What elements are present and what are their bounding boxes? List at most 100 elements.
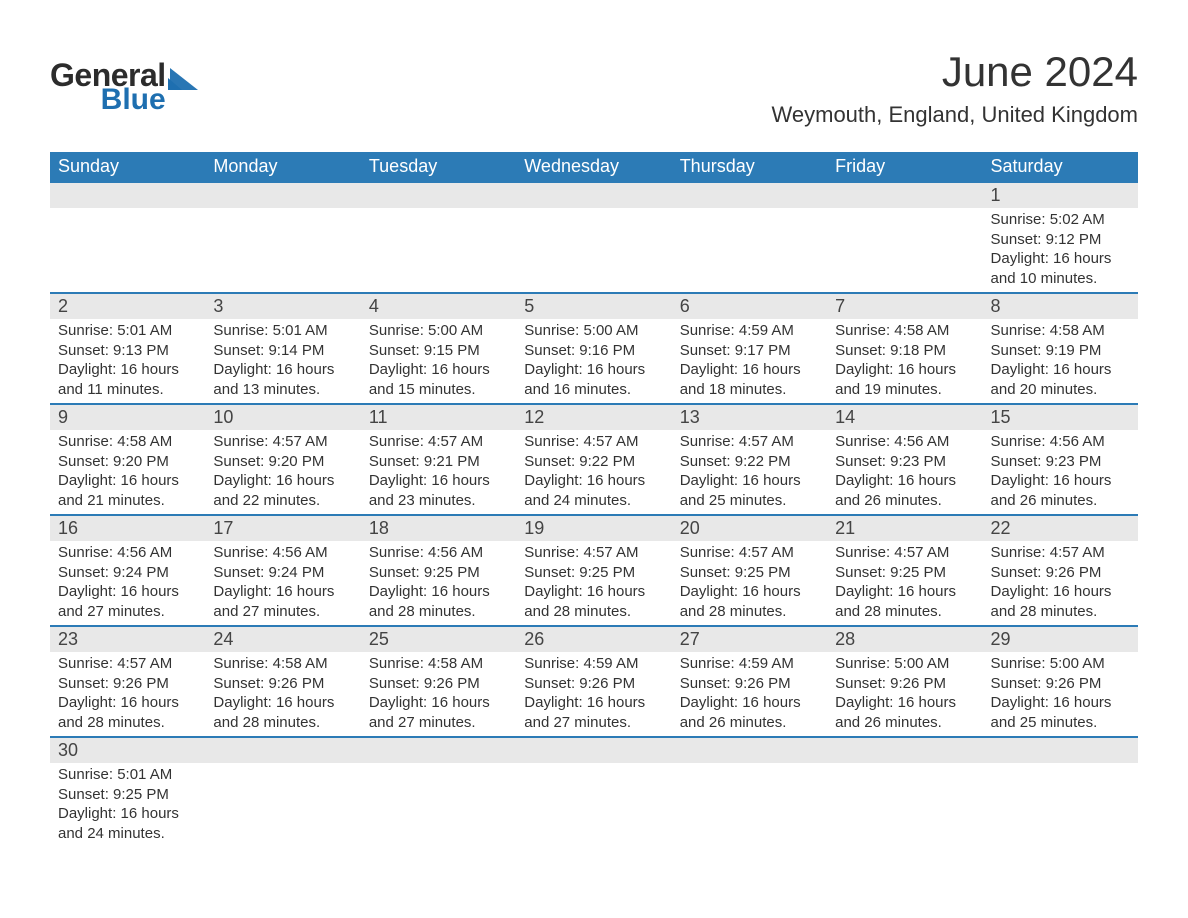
day-number-cell: 18 (361, 515, 516, 541)
sunset-text: Sunset: 9:23 PM (835, 452, 974, 472)
day-detail-cell: Sunrise: 5:01 AMSunset: 9:13 PMDaylight:… (50, 319, 205, 404)
day-detail-cell: Sunrise: 5:00 AMSunset: 9:16 PMDaylight:… (516, 319, 671, 404)
weekday-sat: Saturday (983, 152, 1138, 182)
sunset-text: Sunset: 9:19 PM (991, 341, 1130, 361)
sunset-text: Sunset: 9:25 PM (524, 563, 663, 583)
sunrise-text: Sunrise: 4:57 AM (991, 543, 1130, 563)
day-detail-cell (516, 208, 671, 293)
day-detail-cell: Sunrise: 4:58 AMSunset: 9:26 PMDaylight:… (205, 652, 360, 737)
day-number-row: 9101112131415 (50, 404, 1138, 430)
day1-text: Daylight: 16 hours (524, 582, 663, 602)
day-detail-cell: Sunrise: 4:56 AMSunset: 9:23 PMDaylight:… (983, 430, 1138, 515)
sunrise-text: Sunrise: 4:57 AM (835, 543, 974, 563)
day1-text: Daylight: 16 hours (991, 693, 1130, 713)
day-number-cell: 1 (983, 182, 1138, 208)
day1-text: Daylight: 16 hours (58, 804, 197, 824)
sunrise-text: Sunrise: 5:00 AM (835, 654, 974, 674)
day-number-cell: 7 (827, 293, 982, 319)
day-number-cell: 25 (361, 626, 516, 652)
sunrise-text: Sunrise: 5:00 AM (991, 654, 1130, 674)
day-detail-cell: Sunrise: 4:56 AMSunset: 9:24 PMDaylight:… (205, 541, 360, 626)
day-detail-cell: Sunrise: 4:59 AMSunset: 9:26 PMDaylight:… (672, 652, 827, 737)
day1-text: Daylight: 16 hours (991, 360, 1130, 380)
sunset-text: Sunset: 9:17 PM (680, 341, 819, 361)
sunset-text: Sunset: 9:25 PM (58, 785, 197, 805)
day1-text: Daylight: 16 hours (680, 693, 819, 713)
day-number-cell: 29 (983, 626, 1138, 652)
day2-text: and 28 minutes. (835, 602, 974, 622)
day1-text: Daylight: 16 hours (369, 693, 508, 713)
day-number-cell (205, 737, 360, 763)
day-number-cell: 10 (205, 404, 360, 430)
day-number-cell: 20 (672, 515, 827, 541)
sunrise-text: Sunrise: 4:56 AM (213, 543, 352, 563)
day1-text: Daylight: 16 hours (369, 360, 508, 380)
day1-text: Daylight: 16 hours (835, 693, 974, 713)
sunset-text: Sunset: 9:26 PM (369, 674, 508, 694)
day1-text: Daylight: 16 hours (835, 471, 974, 491)
day-number-row: 2345678 (50, 293, 1138, 319)
day2-text: and 19 minutes. (835, 380, 974, 400)
day-number-cell (50, 182, 205, 208)
sunrise-text: Sunrise: 5:01 AM (58, 321, 197, 341)
day-detail-row: Sunrise: 4:57 AMSunset: 9:26 PMDaylight:… (50, 652, 1138, 737)
day-detail-cell: Sunrise: 5:01 AMSunset: 9:14 PMDaylight:… (205, 319, 360, 404)
day-number-cell: 8 (983, 293, 1138, 319)
day-detail-cell: Sunrise: 4:58 AMSunset: 9:26 PMDaylight:… (361, 652, 516, 737)
day-detail-cell: Sunrise: 5:01 AMSunset: 9:25 PMDaylight:… (50, 763, 205, 847)
weekday-header-row: Sunday Monday Tuesday Wednesday Thursday… (50, 152, 1138, 182)
day-detail-cell: Sunrise: 4:57 AMSunset: 9:25 PMDaylight:… (827, 541, 982, 626)
day-number-cell: 6 (672, 293, 827, 319)
day-detail-cell: Sunrise: 4:59 AMSunset: 9:17 PMDaylight:… (672, 319, 827, 404)
day2-text: and 26 minutes. (835, 713, 974, 733)
day-detail-cell: Sunrise: 4:57 AMSunset: 9:25 PMDaylight:… (516, 541, 671, 626)
day-detail-cell: Sunrise: 4:57 AMSunset: 9:20 PMDaylight:… (205, 430, 360, 515)
sunset-text: Sunset: 9:20 PM (58, 452, 197, 472)
day2-text: and 25 minutes. (991, 713, 1130, 733)
day-number-cell: 27 (672, 626, 827, 652)
sunset-text: Sunset: 9:26 PM (58, 674, 197, 694)
day2-text: and 26 minutes. (991, 491, 1130, 511)
day-number-cell: 22 (983, 515, 1138, 541)
day-number-cell (205, 182, 360, 208)
weekday-sun: Sunday (50, 152, 205, 182)
day-number-cell: 28 (827, 626, 982, 652)
header-region: General Blue June 2024 Weymouth, England… (50, 40, 1138, 132)
day2-text: and 23 minutes. (369, 491, 508, 511)
location-subtitle: Weymouth, England, United Kingdom (772, 102, 1138, 128)
month-title: June 2024 (772, 48, 1138, 96)
sunrise-text: Sunrise: 4:56 AM (58, 543, 197, 563)
day-detail-cell: Sunrise: 5:02 AMSunset: 9:12 PMDaylight:… (983, 208, 1138, 293)
day2-text: and 24 minutes. (58, 824, 197, 844)
sunset-text: Sunset: 9:26 PM (680, 674, 819, 694)
day1-text: Daylight: 16 hours (58, 360, 197, 380)
day-number-cell (672, 182, 827, 208)
day-number-cell: 21 (827, 515, 982, 541)
sunset-text: Sunset: 9:26 PM (213, 674, 352, 694)
day-number-cell: 15 (983, 404, 1138, 430)
sunrise-text: Sunrise: 5:01 AM (213, 321, 352, 341)
sunrise-text: Sunrise: 5:01 AM (58, 765, 197, 785)
day-number-cell: 11 (361, 404, 516, 430)
sunrise-text: Sunrise: 4:57 AM (680, 432, 819, 452)
day2-text: and 28 minutes. (213, 713, 352, 733)
sunset-text: Sunset: 9:24 PM (213, 563, 352, 583)
weekday-wed: Wednesday (516, 152, 671, 182)
day-number-cell: 5 (516, 293, 671, 319)
day-number-cell: 9 (50, 404, 205, 430)
day1-text: Daylight: 16 hours (524, 471, 663, 491)
day-detail-row: Sunrise: 4:58 AMSunset: 9:20 PMDaylight:… (50, 430, 1138, 515)
sunrise-text: Sunrise: 4:58 AM (213, 654, 352, 674)
day-number-row: 23242526272829 (50, 626, 1138, 652)
day-detail-cell (205, 208, 360, 293)
sunset-text: Sunset: 9:25 PM (835, 563, 974, 583)
sunrise-text: Sunrise: 4:57 AM (524, 432, 663, 452)
brand-logo: General Blue (50, 60, 200, 115)
sunset-text: Sunset: 9:12 PM (991, 230, 1130, 250)
sunrise-text: Sunrise: 5:00 AM (524, 321, 663, 341)
day-detail-cell: Sunrise: 4:57 AMSunset: 9:26 PMDaylight:… (50, 652, 205, 737)
day1-text: Daylight: 16 hours (991, 582, 1130, 602)
day2-text: and 28 minutes. (58, 713, 197, 733)
day-detail-cell: Sunrise: 4:57 AMSunset: 9:26 PMDaylight:… (983, 541, 1138, 626)
sunset-text: Sunset: 9:20 PM (213, 452, 352, 472)
